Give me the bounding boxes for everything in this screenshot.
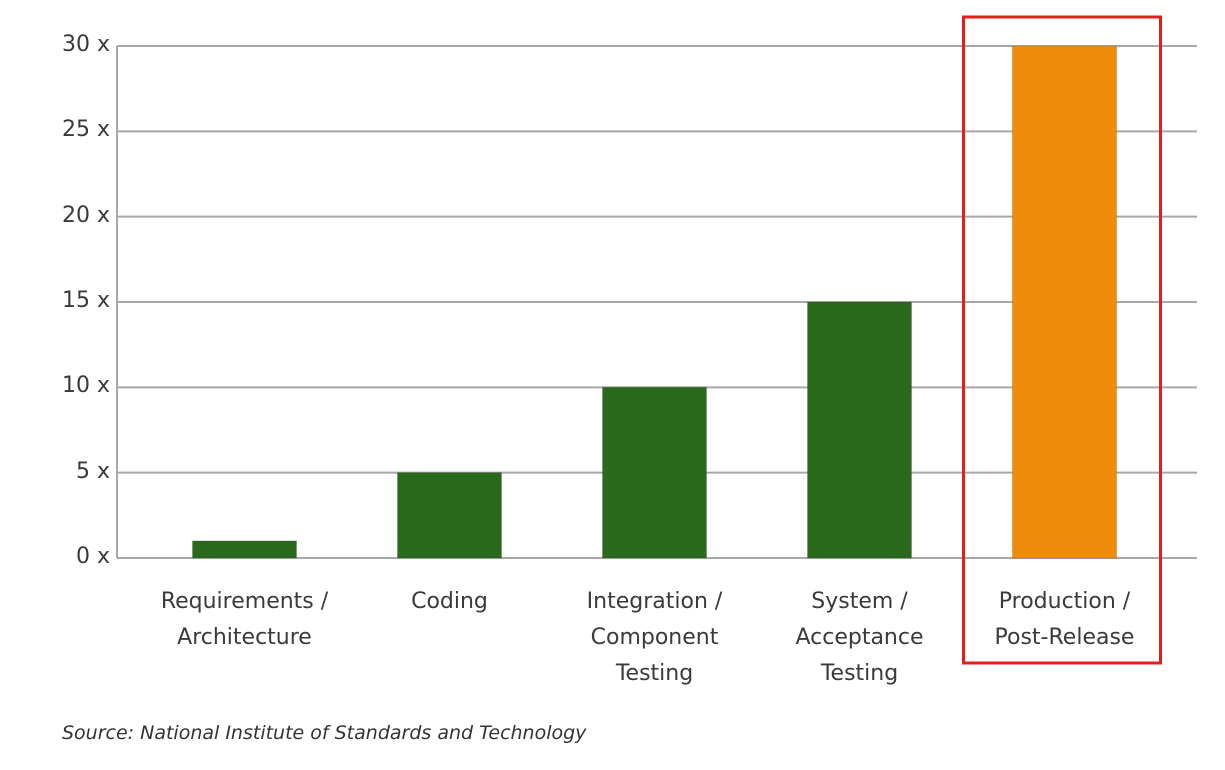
x-tick-label: Coding <box>411 589 488 614</box>
highlight-box <box>962 15 1162 665</box>
x-tick-label: System / Acceptance Testing <box>795 589 924 686</box>
x-tick-label: Integration / Component Testing <box>586 589 723 686</box>
y-tick-label: 30 x <box>61 32 110 57</box>
y-tick-label: 10 x <box>61 373 110 399</box>
bar <box>397 472 502 559</box>
bar <box>807 301 912 559</box>
source-note: Source: National Institute of Standards … <box>62 722 587 744</box>
x-tick-label: Requirements / Architecture <box>160 589 329 650</box>
bar <box>1012 45 1117 559</box>
y-tick-label: 25 x <box>61 117 110 143</box>
x-tick-label: Production / Post-Release <box>994 589 1135 650</box>
y-tick-label: 5 x <box>75 458 110 484</box>
y-tick-label: 0 x <box>75 544 110 569</box>
bar <box>602 386 707 559</box>
y-tick-label: 20 x <box>61 202 110 228</box>
bar <box>192 540 297 559</box>
y-tick-label: 15 x <box>61 288 110 313</box>
